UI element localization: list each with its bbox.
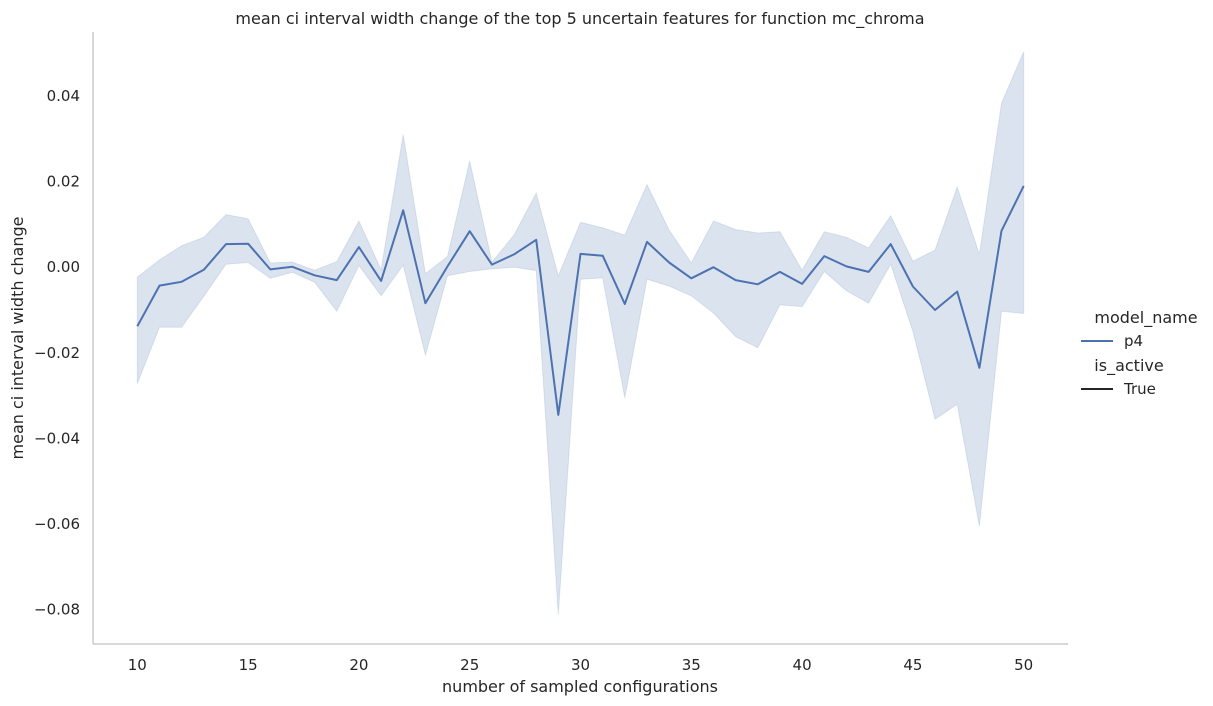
series-line-p4 <box>136 185 1025 416</box>
confidence-band-p4 <box>136 51 1025 615</box>
x-tick-label: 30 <box>571 656 590 674</box>
x-tick-label: 50 <box>1014 656 1033 674</box>
x-axis-ticks: 10 15 20 25 30 35 40 45 50 <box>128 656 1033 674</box>
x-tick-label: 35 <box>682 656 701 674</box>
x-axis-label: number of sampled configurations <box>442 677 718 696</box>
chart-title: mean ci interval width change of the top… <box>235 9 924 29</box>
x-tick-label: 25 <box>460 656 479 674</box>
x-tick-label: 10 <box>128 656 147 674</box>
legend-style-title: is_active <box>1094 356 1163 376</box>
legend-hue-title: model_name <box>1094 308 1197 328</box>
legend-entry-p4: p4 <box>1124 332 1143 350</box>
y-axis-label: mean ci interval width change <box>8 217 27 460</box>
legend-entry-true: True <box>1123 380 1156 398</box>
y-tick-label: −0.08 <box>34 601 80 619</box>
x-tick-label: 45 <box>903 656 922 674</box>
y-tick-label: −0.04 <box>34 429 80 447</box>
legend: model_name p4 is_active True <box>1081 308 1198 398</box>
y-tick-label: −0.02 <box>34 344 80 362</box>
y-tick-label: −0.06 <box>34 515 80 533</box>
y-tick-label: 0.04 <box>47 87 80 105</box>
y-tick-label: 0.02 <box>47 173 80 191</box>
plot-area <box>136 51 1025 615</box>
y-tick-label: 0.00 <box>47 258 80 276</box>
x-tick-label: 20 <box>349 656 368 674</box>
x-tick-label: 40 <box>793 656 812 674</box>
x-tick-label: 15 <box>239 656 258 674</box>
y-axis-ticks: −0.08 −0.06 −0.04 −0.02 0.00 0.02 0.04 <box>34 87 80 619</box>
